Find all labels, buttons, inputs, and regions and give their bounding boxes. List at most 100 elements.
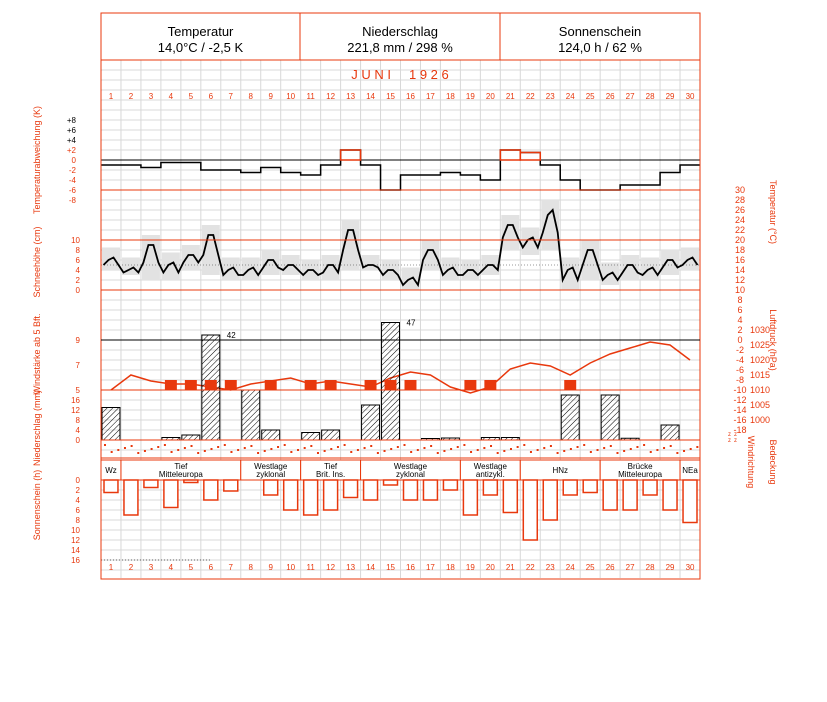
precip-bar [660, 424, 680, 441]
sunshine-bar [562, 479, 578, 496]
weather-type-label: antizykl. [476, 470, 505, 479]
cloud-dot [277, 446, 280, 448]
temp-range-bar [141, 235, 160, 280]
cloud-dot [323, 450, 326, 452]
cloud-dot [683, 450, 686, 452]
day-label-bottom: 28 [646, 563, 655, 572]
day-label-bottom: 21 [506, 563, 515, 572]
temperature-axis-label: 0 [737, 335, 742, 345]
cloud-dot [170, 451, 173, 453]
wind-marker [304, 380, 317, 390]
day-label-top: 25 [586, 92, 595, 101]
temp-range-bar [421, 240, 440, 270]
month-title: J U N I 1 9 2 6 [351, 67, 449, 82]
header-sunshine-label: Sonnenschein [558, 24, 642, 39]
sunshine-bar [103, 479, 119, 494]
cloud-dot [110, 451, 113, 453]
snow-tick-label: 8 [76, 246, 81, 255]
left-label-temp-anomaly: Temperaturabweichung (K) [32, 106, 42, 214]
temperature-axis-label: -12 [733, 395, 746, 405]
day-label-bottom: 16 [406, 563, 415, 572]
temperature-axis-label: 12 [735, 275, 745, 285]
cloud-dot [450, 448, 453, 450]
temperature-axis-label: -18 [733, 425, 746, 435]
sunshine-tick-label: 10 [71, 526, 80, 535]
cloud-dot [549, 445, 552, 447]
cloud-dot [230, 451, 233, 453]
precip-bar [321, 429, 341, 441]
weather-type-label: zyklonal [256, 470, 285, 479]
temperature-axis-label: 30 [735, 185, 745, 195]
cloud-dot [423, 447, 426, 449]
wind-marker [164, 380, 177, 390]
cloud-dot [157, 446, 160, 448]
pressure-axis-label: 1030 [750, 325, 770, 335]
cloud-dot [390, 448, 393, 450]
sunshine-bar [203, 479, 219, 501]
temperature-line [102, 208, 699, 288]
left-label-sunshine: Sonnenschein (h) [32, 470, 42, 541]
anomaly-tick-label: -2 [69, 166, 77, 175]
cloud-dot [104, 444, 106, 446]
sunshine-bar [302, 479, 319, 516]
weather-type-label: Mitteleuropa [159, 470, 204, 479]
sunshine-tick-label: 4 [76, 496, 81, 505]
temp-range-bar [321, 255, 340, 280]
day-label-bottom: 15 [386, 563, 395, 572]
day-label-top: 29 [666, 92, 675, 101]
day-label-bottom: 30 [686, 563, 695, 572]
temperature-axis-label: 24 [735, 215, 745, 225]
day-label-bottom: 20 [486, 563, 495, 572]
precip-tick-label: 12 [71, 406, 80, 415]
cloud-dot [290, 451, 293, 453]
temperature-axis-label: 18 [735, 245, 745, 255]
temperature-axis-label: 10 [735, 285, 745, 295]
cloud-dot [536, 449, 539, 451]
snow-tick-label: 4 [76, 266, 81, 275]
day-label-bottom: 26 [606, 563, 615, 572]
cloud-dot [183, 447, 186, 449]
temp-range-bar [541, 200, 560, 250]
anomaly-tick-label: +2 [67, 146, 77, 155]
day-label-top: 16 [406, 92, 415, 101]
pressure-axis-label: 1020 [750, 355, 770, 365]
day-label-bottom: 19 [466, 563, 475, 572]
sunshine-bar [662, 479, 678, 511]
day-label-bottom: 23 [546, 563, 555, 572]
cloud-dot [376, 452, 379, 454]
temperature-axis-label: -6 [736, 365, 744, 375]
temp-range-bar [161, 252, 180, 280]
day-label-bottom: 4 [169, 563, 174, 572]
day-label-top: 2 [129, 92, 134, 101]
cloud-dot [130, 445, 133, 447]
temperature-axis-label: 16 [735, 255, 745, 265]
cloud-dot [470, 451, 473, 453]
temperature-axis-label: -14 [733, 405, 746, 415]
precip-tick-label: 0 [76, 436, 81, 445]
sunshine-bar [462, 479, 479, 516]
sunshine-tick-label: 8 [76, 516, 81, 525]
wind-marker [204, 380, 217, 390]
cloud-dot [250, 445, 253, 447]
cloud-dot [283, 444, 286, 446]
pressure-axis-label: 1015 [750, 370, 770, 380]
wind-tick-label: 9 [76, 336, 81, 345]
weather-type-label: Tief [324, 462, 338, 471]
wind-marker [464, 380, 477, 390]
cloud-dot [483, 447, 486, 449]
weather-type-label: Wz [105, 466, 117, 475]
day-label-top: 4 [169, 92, 174, 101]
snow-tick-label: 2 [76, 276, 81, 285]
cloud-dot [436, 452, 439, 454]
cloud-dot [569, 448, 572, 450]
cloud-dot [310, 445, 313, 447]
temperature-axis-label: -16 [733, 415, 746, 425]
cloud-dot [257, 452, 260, 454]
right-label-cloud: Bedeckung [768, 439, 778, 484]
cloud-dot [190, 445, 193, 447]
sunshine-bar [382, 479, 399, 486]
day-label-top: 6 [209, 92, 214, 101]
sunshine-bar [502, 479, 519, 514]
day-label-bottom: 6 [209, 563, 214, 572]
wind-marker [264, 380, 277, 390]
